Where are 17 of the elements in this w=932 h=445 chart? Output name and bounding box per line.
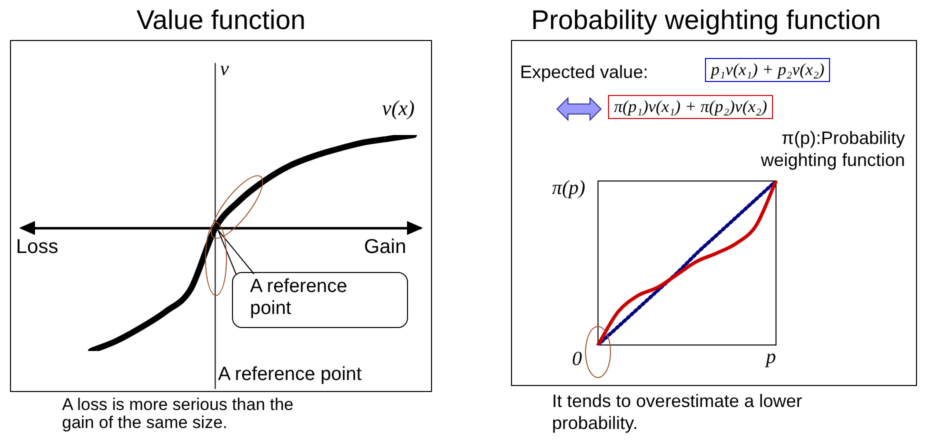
y-axis-title: v — [220, 58, 229, 81]
text: Loss — [16, 236, 58, 259]
text: A reference point — [218, 364, 362, 386]
x-axis-title: p — [766, 346, 776, 369]
chart-title: Value function — [135, 4, 307, 36]
text: 0 — [572, 348, 582, 371]
y-axis-title: π(p) — [552, 177, 586, 200]
text: π(p):Probability weighting function — [760, 127, 905, 171]
annotation: Gain — [364, 236, 406, 259]
text: A loss is more serious than the gain of the same size. — [62, 395, 295, 432]
text: p₁v(x₁) + p₂v(x₂) — [705, 58, 830, 82]
chart-title: Probability weighting function — [530, 4, 882, 36]
annotation: A reference point — [250, 276, 348, 320]
text: Expected value: — [520, 62, 648, 83]
text: It tends to overestimate a lower probability. — [552, 390, 804, 434]
text: π(p₁)v(x₁) + π(p₂)v(x₂) — [608, 95, 774, 119]
series-label: v(x) — [382, 96, 415, 121]
